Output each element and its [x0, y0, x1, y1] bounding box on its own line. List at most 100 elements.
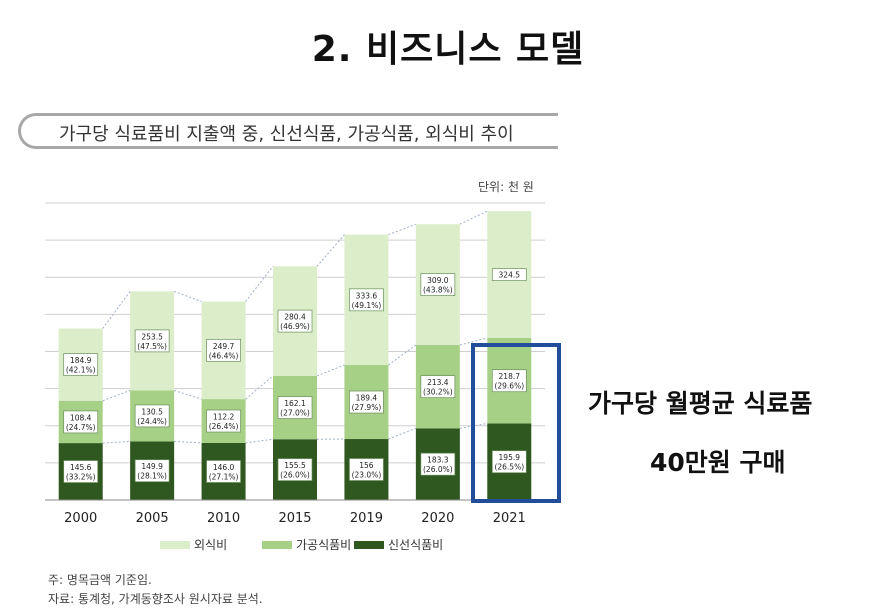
data-label-box — [349, 288, 384, 312]
data-label-share: (33.2%) — [66, 473, 96, 482]
trend-line — [388, 223, 417, 236]
x-tick-label: 2019 — [350, 511, 383, 526]
trend-line — [459, 337, 488, 346]
data-label-box — [420, 452, 456, 476]
chart-title: 가구당 식료품비 지출액 중, 신선식품, 가공식품, 외식비 추이 — [59, 124, 514, 145]
data-label-box — [349, 458, 384, 481]
data-label-box — [420, 273, 456, 296]
trend-line — [245, 375, 274, 400]
data-label-value: 309.0 — [427, 276, 449, 285]
data-label-share: (26.4%) — [209, 422, 239, 431]
side-text-line2: 40만원 구매 — [650, 448, 786, 477]
chart-title-frame: 가구당 식료품비 지출액 중, 신선식품, 가공식품, 외식비 추이 — [18, 113, 558, 149]
trend-line — [174, 440, 202, 444]
unit-label: 단위: 천 원 — [478, 180, 534, 194]
trend-line — [102, 389, 131, 402]
trend-line — [245, 266, 274, 302]
data-label-value: 146.0 — [213, 463, 235, 472]
footnote-basis: 주: 명목금액 기준임. — [48, 573, 152, 587]
x-tick-label: 2005 — [136, 511, 169, 526]
data-label-share: (42.1%) — [66, 366, 96, 375]
legend-swatch-eatout — [160, 541, 190, 549]
trend-line — [245, 438, 274, 444]
data-label-box — [277, 309, 313, 333]
data-label-share: (27.1%) — [209, 472, 239, 481]
data-label-value: 195.9 — [499, 453, 521, 462]
data-label-value: 253.5 — [141, 332, 163, 341]
data-label-value: 280.4 — [284, 313, 306, 322]
data-label-box — [277, 458, 313, 481]
data-label-share: (27.9%) — [352, 403, 382, 412]
x-tick-label: 2020 — [421, 511, 454, 526]
x-tick-label: 2010 — [207, 511, 240, 526]
data-label-value: 149.9 — [141, 462, 163, 471]
data-label-box — [206, 460, 241, 483]
data-label-box — [420, 375, 456, 399]
legend-swatch-fresh — [354, 541, 384, 549]
legend-label-fresh: 신선식품비 — [388, 538, 443, 552]
data-label-value: 156 — [359, 461, 374, 470]
data-label-value: 184.9 — [70, 356, 92, 365]
data-label-share: (29.6%) — [494, 382, 524, 391]
data-label-box — [491, 450, 527, 474]
legend-label-eatout: 외식비 — [194, 538, 227, 552]
data-label-value: 218.7 — [499, 372, 521, 381]
legend-label-processed: 가공식품비 — [296, 538, 351, 552]
data-label-share: (26.0%) — [280, 471, 310, 480]
data-label-box — [134, 404, 170, 428]
data-label-share: (23.0%) — [352, 471, 382, 480]
data-label-box — [349, 390, 384, 414]
data-label-share: (26.5%) — [494, 463, 524, 472]
data-label-box — [206, 409, 241, 433]
data-label-box — [491, 369, 527, 393]
data-label-box — [206, 338, 241, 362]
data-label-box — [134, 459, 170, 483]
data-label-share: (30.2%) — [423, 388, 453, 397]
data-label-value: 130.5 — [141, 407, 163, 416]
data-label-value: 189.4 — [356, 394, 378, 403]
data-label-value: 145.6 — [70, 463, 92, 472]
data-label-share: (28.1%) — [137, 472, 167, 481]
trend-line — [173, 389, 202, 400]
data-label-share: (43.8%) — [423, 286, 453, 295]
data-label-box — [63, 410, 99, 434]
trend-line — [102, 440, 131, 444]
data-label-value: 155.5 — [284, 461, 306, 470]
data-label-share: (27.0%) — [280, 409, 310, 418]
data-label-share: (24.7%) — [66, 423, 96, 432]
data-label-value: 183.3 — [427, 456, 449, 465]
data-label-share: (49.1%) — [352, 301, 382, 310]
data-label-share: (47.5%) — [137, 342, 167, 351]
data-label-value: 249.7 — [213, 342, 235, 351]
trend-line — [388, 344, 417, 366]
data-label-value: 162.1 — [284, 399, 306, 408]
highlight-box-2021 — [471, 343, 561, 503]
trend-line — [102, 291, 131, 329]
legend-swatch-processed — [262, 541, 292, 549]
footnote-source: 자료: 통계청, 가계동향조사 원시자료 분석. — [48, 592, 263, 606]
data-label-value: 108.4 — [70, 413, 92, 422]
data-label-share: (26.0%) — [423, 465, 453, 474]
x-tick-label: 2021 — [493, 511, 526, 526]
data-label-box — [63, 460, 99, 483]
data-label-share: (46.4%) — [209, 351, 239, 360]
data-label-box — [491, 268, 527, 281]
data-label-box — [63, 353, 99, 376]
data-label-share: (46.9%) — [280, 322, 310, 331]
trend-line — [388, 427, 417, 440]
data-label-share: (24.4%) — [137, 417, 167, 426]
slide-title: 2. 비즈니스 모델 — [311, 29, 585, 70]
data-label-box — [134, 329, 170, 353]
data-label-value: 112.2 — [213, 413, 235, 422]
trend-line — [316, 234, 345, 267]
trend-line — [459, 210, 488, 225]
data-label-value: 213.4 — [427, 378, 449, 387]
data-label-box — [277, 396, 313, 419]
x-tick-label: 2000 — [64, 511, 97, 526]
trend-line — [316, 364, 345, 377]
side-text-line1: 가구당 월평균 식료품 — [588, 389, 813, 418]
data-label-value: 333.6 — [356, 291, 378, 300]
x-tick-label: 2015 — [278, 511, 311, 526]
data-label-value: 324.5 — [499, 271, 521, 280]
